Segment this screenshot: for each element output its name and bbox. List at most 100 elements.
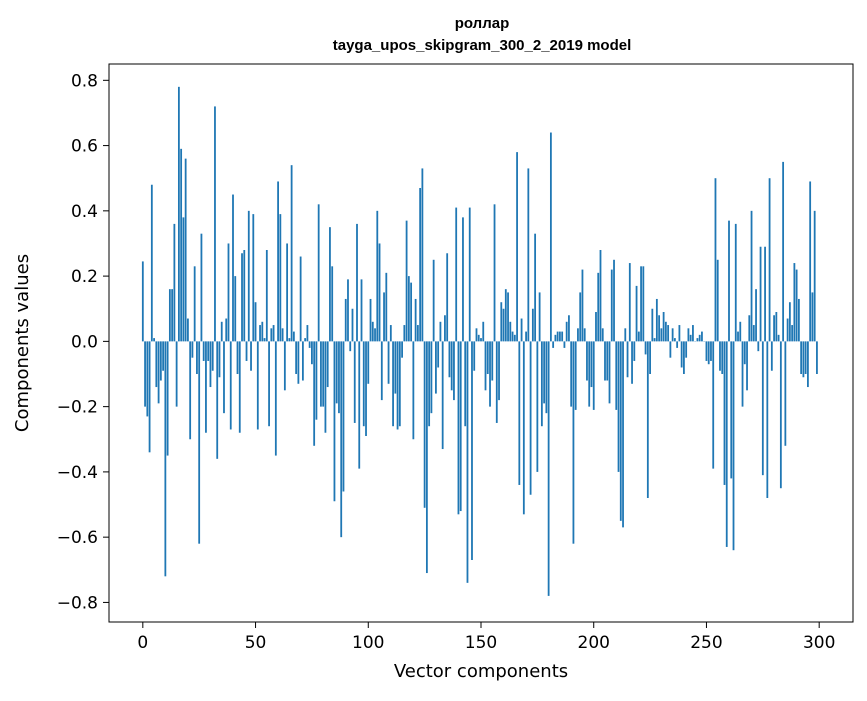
bar xyxy=(149,341,151,452)
bar xyxy=(620,341,622,520)
bar xyxy=(347,279,349,341)
bar xyxy=(189,341,191,439)
bar xyxy=(243,250,245,341)
bar xyxy=(431,341,433,413)
bar xyxy=(534,234,536,342)
bar xyxy=(273,325,275,341)
bar xyxy=(532,309,534,342)
bar xyxy=(624,328,626,341)
bar xyxy=(609,341,611,403)
bar xyxy=(570,341,572,406)
bar xyxy=(737,332,739,342)
bar xyxy=(467,341,469,582)
bar xyxy=(230,341,232,429)
bar xyxy=(322,341,324,406)
bar xyxy=(798,299,800,341)
bar xyxy=(169,289,171,341)
bar xyxy=(313,341,315,445)
bar xyxy=(582,270,584,342)
bar xyxy=(300,257,302,342)
chart-title: роллар xyxy=(455,15,510,32)
bar xyxy=(336,341,338,403)
bar xyxy=(575,341,577,410)
bar xyxy=(361,279,363,341)
bar xyxy=(561,332,563,342)
bar xyxy=(548,341,550,596)
bar xyxy=(523,341,525,514)
bar xyxy=(406,221,408,342)
bar xyxy=(654,338,656,341)
bar xyxy=(791,325,793,341)
bar xyxy=(372,322,374,342)
bar xyxy=(679,325,681,341)
bar xyxy=(309,341,311,348)
bar xyxy=(390,325,392,341)
bar xyxy=(726,341,728,547)
bar xyxy=(417,325,419,341)
x-tick-label: 0 xyxy=(137,633,148,653)
bar xyxy=(331,266,333,341)
bar xyxy=(491,341,493,380)
bar xyxy=(805,341,807,374)
bar xyxy=(530,341,532,494)
bar xyxy=(564,341,566,348)
bar xyxy=(543,341,545,403)
bar xyxy=(751,211,753,342)
bar xyxy=(744,341,746,364)
bar xyxy=(343,341,345,491)
bar xyxy=(647,341,649,498)
bar xyxy=(733,341,735,550)
bar xyxy=(399,341,401,426)
bar xyxy=(295,341,297,374)
bar xyxy=(719,341,721,370)
bar xyxy=(424,341,426,507)
bar xyxy=(187,319,189,342)
bar xyxy=(334,341,336,501)
bar xyxy=(807,341,809,387)
bar xyxy=(419,188,421,341)
y-tick-label: 0.0 xyxy=(71,332,98,352)
bar xyxy=(248,211,250,342)
bar xyxy=(584,328,586,341)
bar xyxy=(512,332,514,342)
bar xyxy=(275,341,277,455)
bar xyxy=(408,276,410,341)
bar xyxy=(219,341,221,377)
bar xyxy=(318,204,320,341)
bar xyxy=(602,328,604,341)
bar xyxy=(699,335,701,342)
bar xyxy=(234,276,236,341)
bar xyxy=(279,214,281,341)
bar xyxy=(525,332,527,342)
bar xyxy=(595,312,597,341)
bar xyxy=(153,338,155,341)
bar xyxy=(345,299,347,341)
bar xyxy=(503,309,505,342)
bar xyxy=(412,341,414,439)
bar xyxy=(730,341,732,478)
bar xyxy=(277,181,279,341)
bar xyxy=(724,341,726,485)
bar xyxy=(611,270,613,342)
bar xyxy=(812,292,814,341)
bar xyxy=(453,341,455,400)
bar xyxy=(629,263,631,341)
bar xyxy=(160,341,162,380)
bar xyxy=(753,325,755,341)
chart-subtitle: tayga_upos_skipgram_300_2_2019 model xyxy=(333,37,632,54)
bar xyxy=(266,250,268,341)
bar xyxy=(527,168,529,341)
bar xyxy=(688,328,690,341)
bar xyxy=(367,341,369,383)
bar xyxy=(307,325,309,341)
y-tick-label: −0.4 xyxy=(57,463,98,483)
bar xyxy=(773,315,775,341)
bar xyxy=(814,211,816,342)
bar xyxy=(728,221,730,342)
bar xyxy=(435,341,437,393)
bar xyxy=(476,328,478,341)
bar xyxy=(674,338,676,341)
bar xyxy=(588,341,590,406)
bar xyxy=(514,335,516,342)
